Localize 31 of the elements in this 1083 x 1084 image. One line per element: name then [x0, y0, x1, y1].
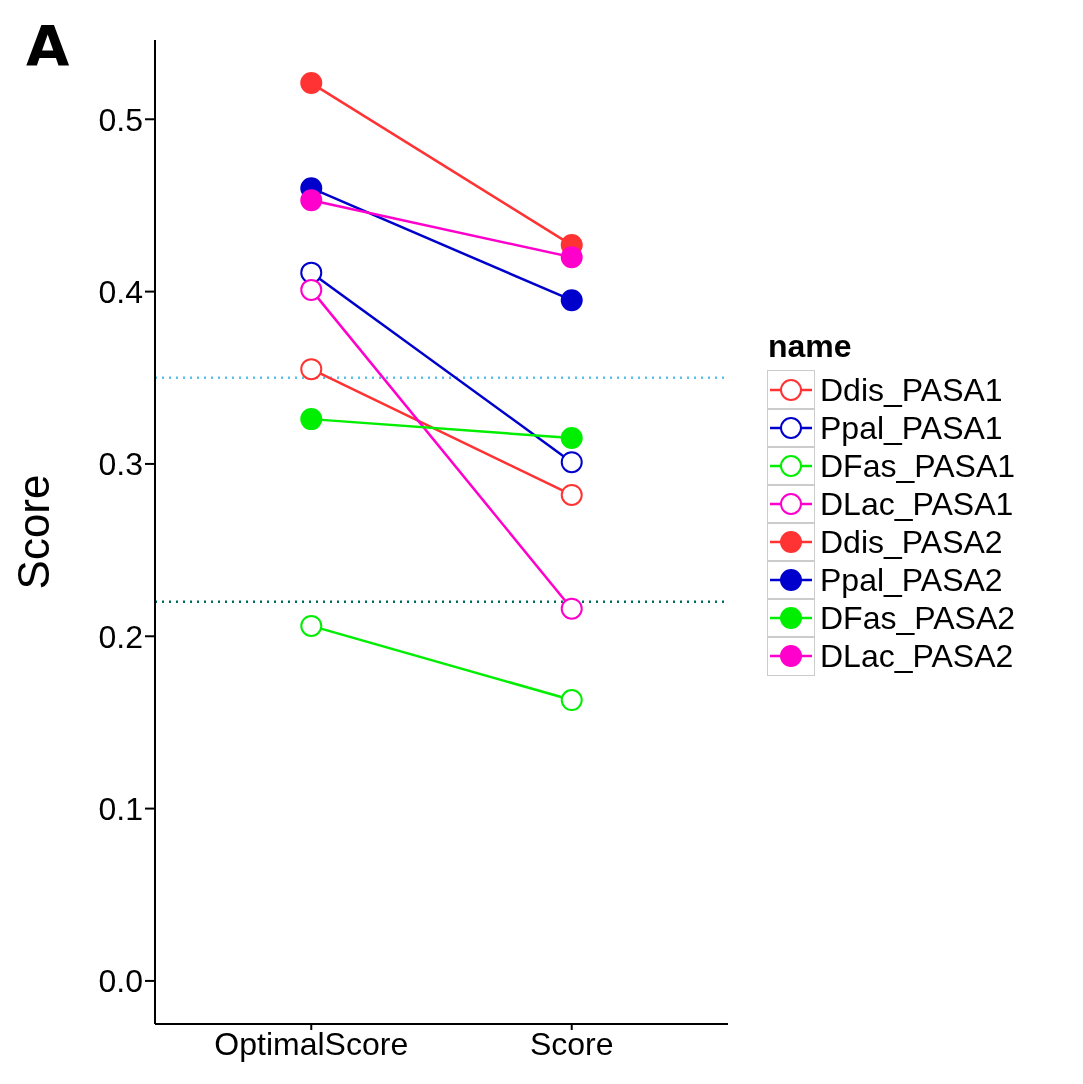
legend-label: DLac_PASA2	[820, 637, 1014, 675]
legend-label: DFas_PASA1	[820, 447, 1016, 485]
point	[560, 246, 583, 269]
point	[560, 427, 583, 450]
legend-label: DLac_PASA1	[820, 485, 1014, 523]
y-tick-label: 0.4	[98, 273, 143, 310]
point	[560, 597, 583, 620]
y-tick-label: 0.3	[98, 446, 143, 483]
legend-label: Ppal_PASA2	[820, 561, 1003, 599]
point	[300, 189, 323, 212]
point	[300, 408, 323, 431]
y-tick-label: 0.1	[98, 790, 143, 827]
legend-label: DFas_PASA2	[820, 599, 1016, 637]
point	[300, 278, 323, 301]
point	[300, 614, 323, 637]
y-tick-label: 0.2	[98, 618, 143, 655]
legend-label: Ppal_PASA1	[820, 409, 1003, 447]
y-tick-label: 0.5	[98, 101, 143, 138]
point	[560, 451, 583, 474]
point	[560, 689, 583, 712]
point	[560, 289, 583, 312]
y-tick-label: 0.0	[98, 963, 143, 1000]
x-tick-label: OptimalScore	[214, 1025, 409, 1062]
y-axis-title: Score	[8, 474, 58, 590]
point	[300, 358, 323, 381]
legend-label: Ddis_PASA2	[820, 523, 1003, 561]
point	[560, 483, 583, 506]
point	[300, 72, 323, 95]
legend-title: name	[768, 328, 853, 365]
text: A	[26, 13, 70, 78]
legend-label: Ddis_PASA1	[820, 371, 1003, 409]
